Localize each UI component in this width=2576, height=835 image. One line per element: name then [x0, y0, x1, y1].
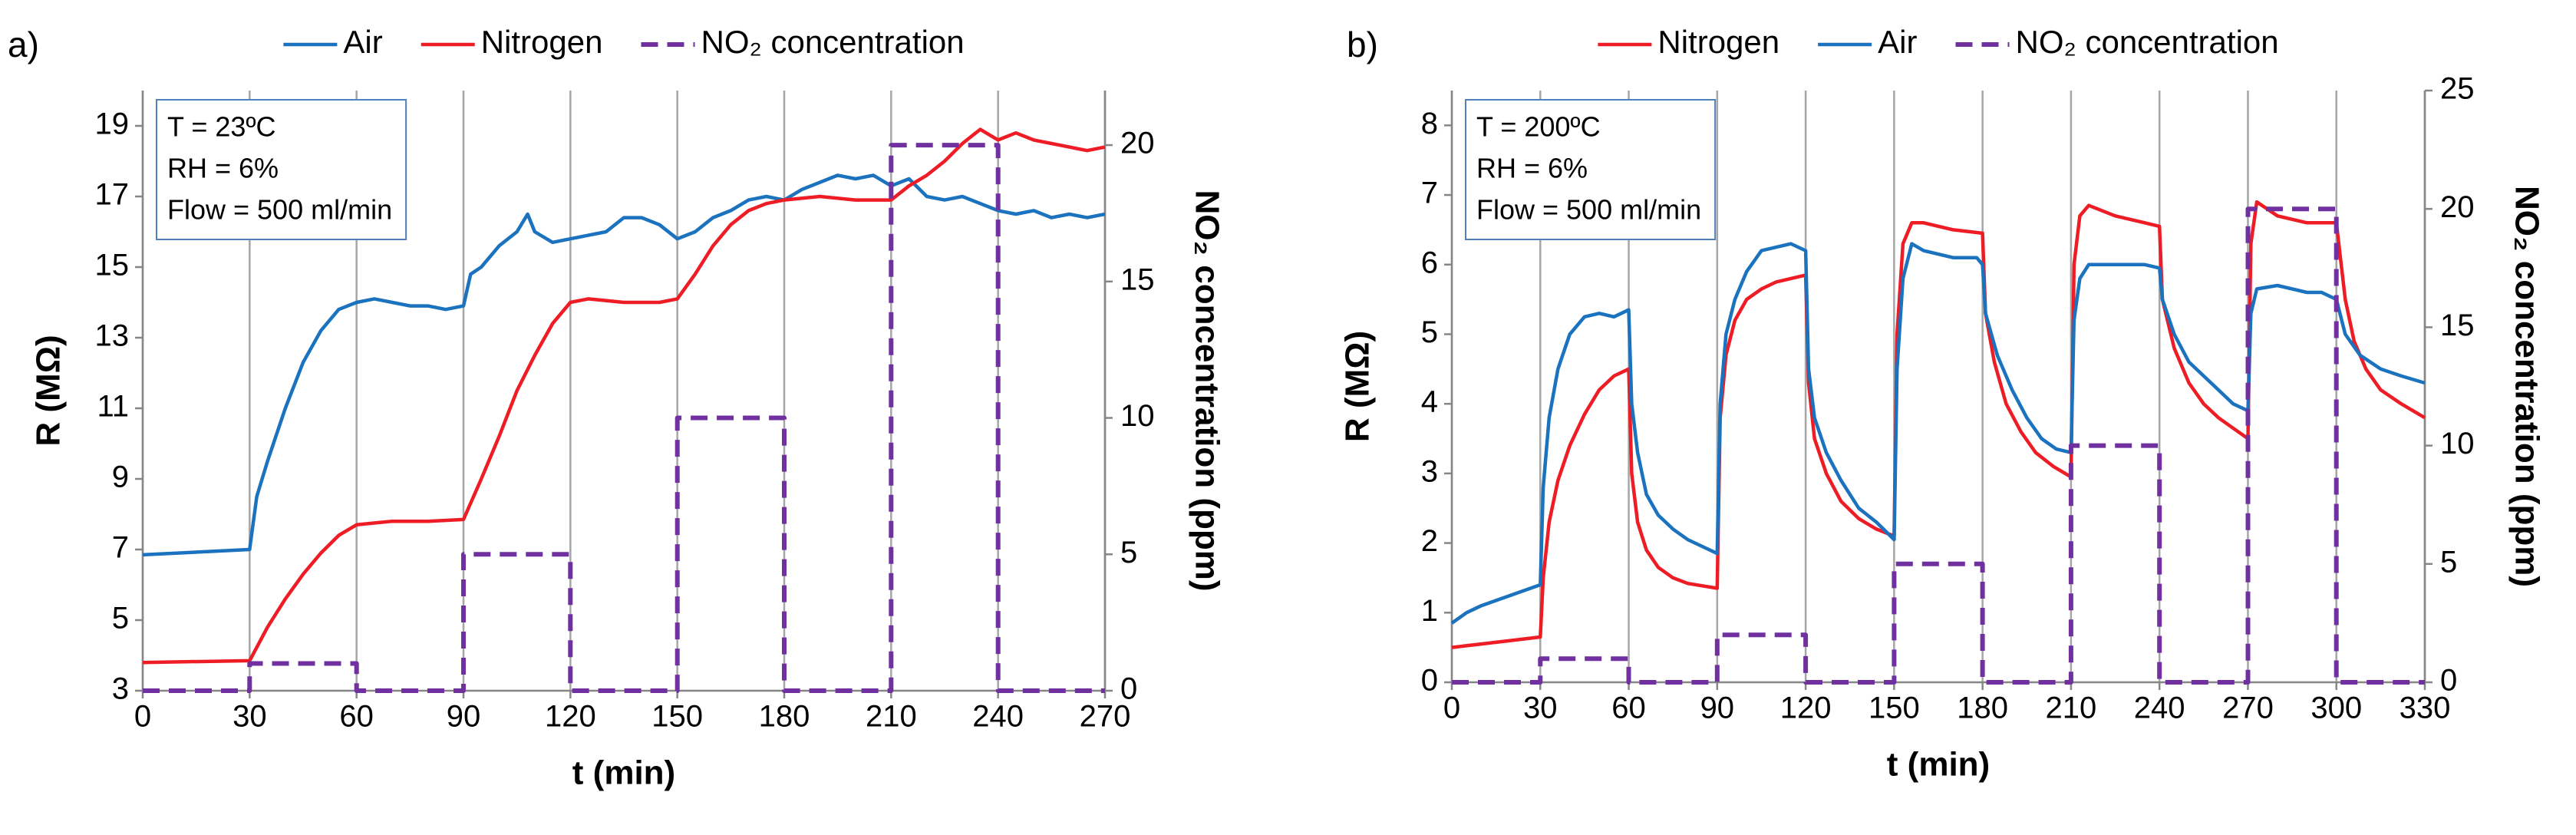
- legend-label: Nitrogen: [481, 24, 603, 60]
- y-tick-label: 9: [112, 460, 129, 494]
- annotation-text: Flow = 500 ml/min: [1476, 194, 1701, 226]
- y2-tick-label: 25: [2440, 72, 2475, 106]
- series-line: [1452, 206, 2425, 685]
- annotation-text: Flow = 500 ml/min: [167, 194, 392, 226]
- y-tick-label: 11: [97, 390, 129, 424]
- y-tick-label: 5: [1421, 315, 1438, 349]
- y2-tick-label: 15: [1120, 262, 1155, 296]
- x-tick-label: 210: [866, 700, 917, 734]
- y2-axis-title: NO₂ concentration (ppm): [1188, 190, 1225, 591]
- annotation-text: T = 200ºC: [1476, 111, 1601, 143]
- legend: Air Nitrogen NO₂ concentration: [283, 24, 965, 60]
- x-axis-title: t (min): [1887, 746, 1990, 784]
- panel-label: a): [8, 25, 39, 64]
- legend: Nitrogen Air NO₂ concentration: [1598, 24, 2279, 60]
- x-tick-label: 0: [1443, 691, 1460, 725]
- y-tick-label: 1: [1421, 594, 1438, 628]
- y-tick-label: 15: [95, 249, 130, 282]
- x-tick-label: 30: [1523, 691, 1558, 725]
- x-tick-label: 150: [1869, 691, 1920, 725]
- x-tick-label: 210: [2046, 691, 2097, 725]
- y2-tick-label: 10: [2440, 427, 2475, 460]
- y2-tick-label: 0: [1120, 672, 1137, 706]
- y-axis-title: R (MΩ): [1339, 331, 1377, 442]
- y-axis-title: R (MΩ): [30, 335, 68, 446]
- x-tick-label: 180: [1957, 691, 2008, 725]
- x-tick-label: 30: [233, 700, 267, 734]
- annotation-text: T = 23ºC: [167, 111, 276, 143]
- legend-label: NO₂ concentration: [2015, 24, 2278, 60]
- series-line: [143, 143, 1105, 693]
- annotation-text: RH = 6%: [1476, 153, 1588, 184]
- x-tick-label: 150: [651, 700, 703, 734]
- x-tick-label: 60: [339, 700, 374, 734]
- y-tick-label: 5: [112, 602, 129, 635]
- annotation-box: [1465, 99, 1717, 240]
- annotation-text: RH = 6%: [167, 153, 279, 184]
- y2-axis-title: NO₂ concentration (ppm): [2508, 186, 2545, 587]
- y-tick-label: 19: [95, 107, 130, 141]
- panel-label: b): [1347, 25, 1378, 64]
- y-tick-label: 13: [95, 319, 130, 353]
- legend-label: Nitrogen: [1657, 24, 1779, 60]
- y2-tick-label: 0: [2440, 664, 2457, 698]
- y2-tick-label: 20: [2440, 190, 2475, 224]
- y-tick-label: 17: [95, 178, 130, 212]
- series-line: [1450, 242, 2426, 625]
- legend-label: Air: [343, 24, 382, 60]
- x-tick-label: 60: [1611, 691, 1646, 725]
- y-tick-label: 2: [1421, 524, 1438, 558]
- y-tick-label: 6: [1421, 246, 1438, 279]
- x-tick-label: 300: [2310, 691, 2362, 725]
- y-tick-label: 8: [1421, 107, 1438, 140]
- y2-tick-label: 10: [1120, 399, 1155, 433]
- x-tick-label: 120: [545, 700, 596, 734]
- y-tick-label: 4: [1421, 385, 1438, 419]
- annotation-box: [156, 99, 407, 240]
- series-line: [1451, 200, 2426, 649]
- x-tick-label: 270: [2222, 691, 2274, 725]
- x-tick-label: 90: [447, 700, 481, 734]
- y-tick-label: 7: [112, 531, 129, 565]
- series-line: [142, 127, 1106, 665]
- y2-tick-label: 5: [1120, 536, 1137, 569]
- x-tick-label: 240: [972, 700, 1024, 734]
- y-tick-label: 3: [112, 672, 129, 706]
- x-tick-label: 330: [2400, 691, 2451, 725]
- x-tick-label: 0: [134, 700, 151, 734]
- y-tick-label: 0: [1421, 664, 1438, 698]
- legend-label: Air: [1878, 24, 1917, 60]
- series-line: [142, 173, 1106, 557]
- legend-label: NO₂ concentration: [701, 24, 964, 60]
- y2-tick-label: 20: [1120, 127, 1155, 160]
- x-tick-label: 270: [1080, 700, 1131, 734]
- x-tick-label: 240: [2134, 691, 2185, 725]
- y-tick-label: 7: [1421, 177, 1438, 210]
- x-tick-label: 120: [1780, 691, 1832, 725]
- y-tick-label: 3: [1421, 454, 1438, 488]
- x-tick-label: 180: [759, 700, 810, 734]
- x-axis-title: t (min): [572, 754, 675, 792]
- x-tick-label: 90: [1700, 691, 1735, 725]
- y2-tick-label: 15: [2440, 309, 2475, 342]
- y2-tick-label: 5: [2440, 545, 2457, 579]
